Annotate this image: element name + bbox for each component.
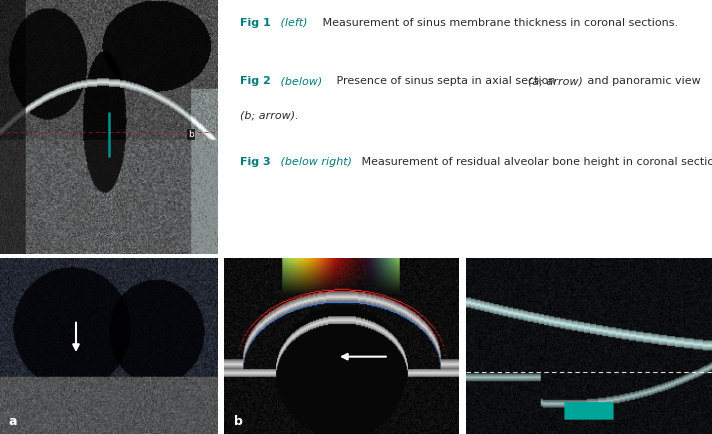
Text: Fig 2: Fig 2 (241, 76, 271, 86)
Text: (a; arrow): (a; arrow) (528, 76, 582, 86)
Text: and panoramic view: and panoramic view (585, 76, 701, 86)
Text: (left): (left) (277, 18, 308, 28)
Text: (below): (below) (277, 76, 323, 86)
Text: b: b (188, 130, 194, 139)
Text: (b; arrow).: (b; arrow). (241, 110, 299, 121)
Text: Fig 3: Fig 3 (241, 158, 271, 168)
Text: b: b (234, 415, 243, 428)
Text: Fig 1: Fig 1 (241, 18, 271, 28)
Text: a: a (9, 415, 17, 428)
Text: Presence of sinus septa in axial section: Presence of sinus septa in axial section (326, 76, 560, 86)
Text: (below right): (below right) (277, 158, 352, 168)
Text: Measurement of sinus membrane thickness in coronal sections.: Measurement of sinus membrane thickness … (312, 18, 678, 28)
Text: Measurement of residual alveolar bone height in coronal sections. -: Measurement of residual alveolar bone he… (351, 158, 712, 168)
